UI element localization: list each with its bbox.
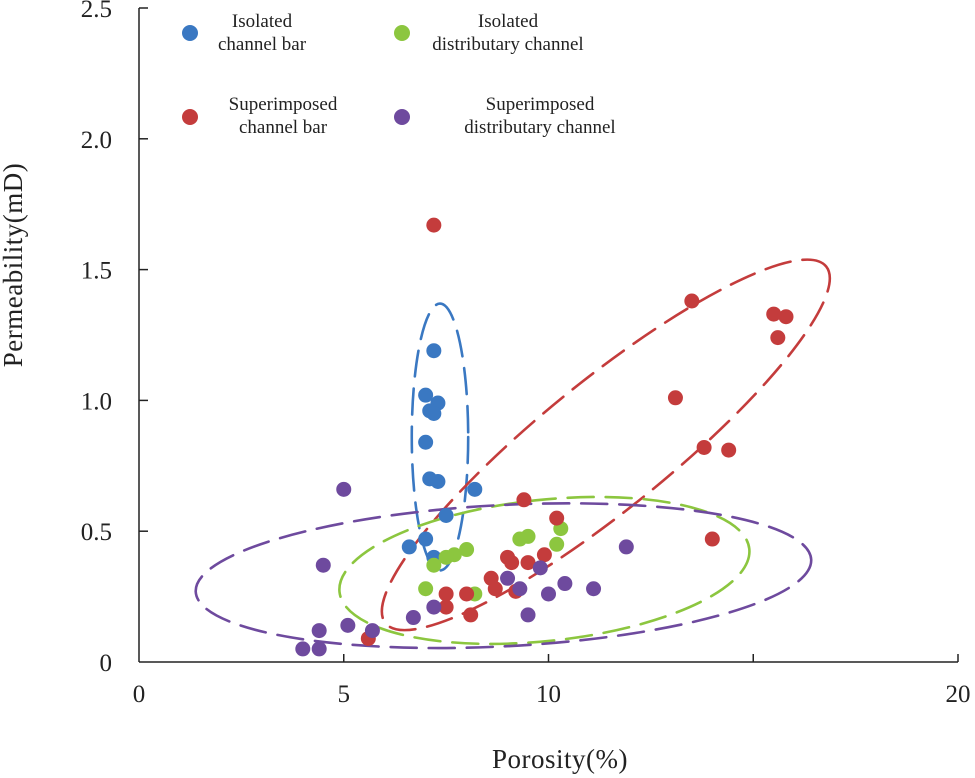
- data-point: [426, 599, 442, 615]
- y-tick-label: 2.0: [81, 127, 112, 154]
- legend-label-line: Isolated: [478, 11, 539, 32]
- x-axis-title: Porosity(%): [492, 744, 628, 774]
- data-point: [536, 547, 552, 563]
- x-tick-label: 0: [133, 681, 146, 708]
- data-point: [684, 293, 700, 309]
- group-ellipse: [380, 258, 832, 632]
- y-tick-label: 2.5: [81, 0, 112, 23]
- y-axis-title: Permeability(mD): [0, 163, 28, 367]
- legend-label-line: Superimposed: [229, 94, 338, 115]
- data-point: [504, 555, 520, 571]
- legend-label-line: channel bar: [218, 34, 307, 55]
- data-point: [770, 330, 786, 346]
- data-point: [438, 599, 454, 615]
- x-tick-label: 5: [338, 681, 351, 708]
- data-point: [426, 343, 442, 359]
- group-ellipses: [194, 258, 832, 650]
- legend-marker: [394, 25, 410, 41]
- data-point: [401, 539, 417, 555]
- legend-label: Superimposed distributary channel: [464, 94, 615, 138]
- data-point: [512, 581, 528, 597]
- x-tick-label: 20: [946, 681, 971, 708]
- legend-label-line: Superimposed: [486, 94, 595, 115]
- data-point: [541, 586, 556, 602]
- legend-marker: [182, 109, 198, 125]
- data-point: [418, 531, 434, 547]
- data-point: [311, 623, 327, 639]
- x-tick-label: 10: [536, 681, 561, 708]
- legend-label: Isolated channel bar: [218, 11, 307, 55]
- y-tick-label: 0: [100, 650, 113, 677]
- data-point: [549, 536, 565, 552]
- data-point: [721, 442, 737, 458]
- data-point: [532, 560, 548, 576]
- data-point: [430, 473, 446, 489]
- data-point: [520, 607, 536, 623]
- data-point: [459, 542, 475, 558]
- legend-label: Isolated distributary channel: [432, 11, 583, 55]
- y-tick-label: 1.0: [81, 388, 112, 415]
- legend-label-line: distributary channel: [464, 117, 615, 138]
- legend-label-line: channel bar: [239, 117, 328, 138]
- data-point: [618, 539, 634, 555]
- data-point: [586, 581, 602, 597]
- data-point: [500, 570, 516, 586]
- data-point: [467, 481, 483, 497]
- data-point: [340, 617, 356, 633]
- data-point: [766, 306, 782, 322]
- data-point: [364, 623, 380, 639]
- data-point: [696, 439, 712, 455]
- group-ellipse: [194, 502, 813, 650]
- data-point: [315, 557, 331, 573]
- data-point: [405, 610, 421, 626]
- y-tick-label: 0.5: [81, 519, 112, 546]
- legend-marker: [182, 25, 198, 41]
- data-point: [487, 581, 503, 597]
- data-point: [512, 531, 528, 547]
- data-point: [778, 309, 794, 325]
- y-tick-label: 1.5: [81, 258, 112, 285]
- data-point: [704, 531, 720, 547]
- data-point: [295, 641, 311, 657]
- data-point: [516, 492, 532, 508]
- data-point: [426, 557, 442, 573]
- data-point: [667, 390, 683, 406]
- data-point: [426, 405, 442, 421]
- data-point: [438, 586, 454, 602]
- data-point: [418, 581, 434, 597]
- data-point: [336, 481, 352, 497]
- data-points: [295, 217, 794, 657]
- data-point: [438, 508, 454, 524]
- data-point: [520, 555, 536, 571]
- data-point: [311, 641, 327, 657]
- data-point: [557, 576, 573, 592]
- legend-label-line: distributary channel: [432, 34, 583, 55]
- legend-marker: [394, 109, 410, 125]
- data-point: [418, 434, 434, 450]
- ticks: 0 0.5 1.0 1.5 2.0 2.5 0 5 10 20: [81, 0, 971, 708]
- legend-label: Superimposed channel bar: [229, 94, 338, 138]
- data-point: [426, 217, 442, 233]
- data-point: [438, 549, 454, 565]
- group-ellipse: [338, 495, 751, 646]
- group-ellipse: [410, 302, 470, 572]
- legend-label-line: Isolated: [232, 11, 293, 32]
- data-point: [418, 387, 434, 403]
- data-point: [459, 586, 475, 602]
- data-point: [463, 607, 479, 623]
- data-point: [549, 510, 565, 526]
